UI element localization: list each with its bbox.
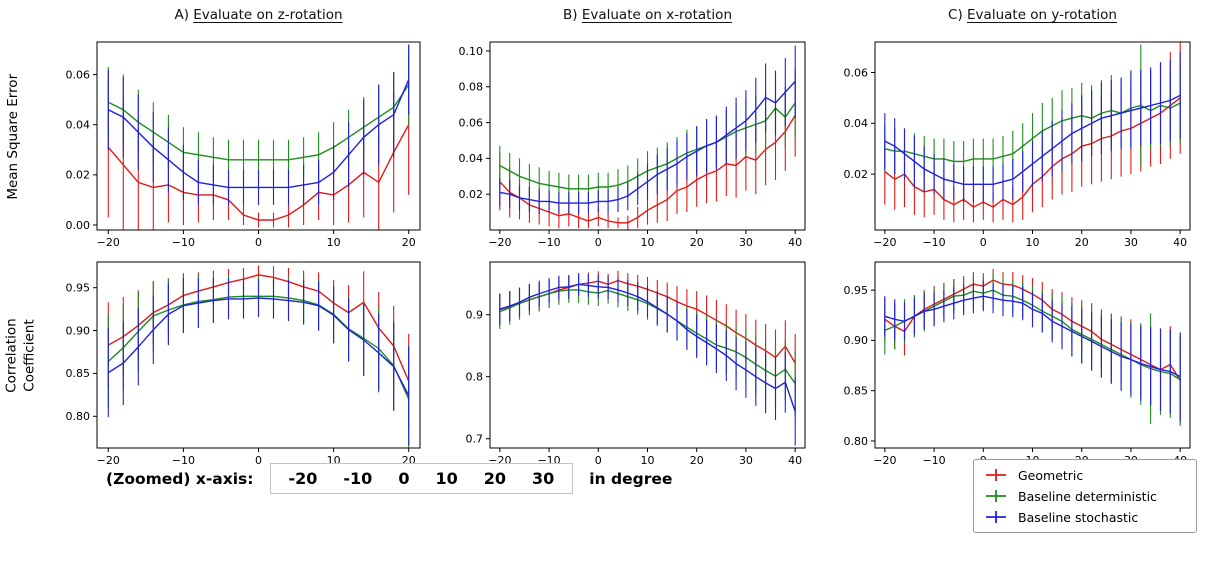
panel-c-title: C) Evaluate on y-rotation <box>875 7 1190 23</box>
svg-text:−20: −20 <box>97 454 120 467</box>
svg-text:10: 10 <box>1026 236 1040 249</box>
panel-c-title-prefix: C) <box>948 7 963 23</box>
zoomed-xaxis-tick: 30 <box>531 469 555 488</box>
zoomed-xaxis-unit: in degree <box>589 469 673 488</box>
svg-text:0.9: 0.9 <box>466 309 484 322</box>
zoomed-xaxis-box: -20 -10 0 10 20 30 <box>269 463 574 494</box>
plot-x-rotation-correlation: −20 −10 0 10 20 30 400.70.80.9 <box>466 261 806 467</box>
svg-text:0.95: 0.95 <box>66 282 91 295</box>
zoomed-xaxis-tick: 0 <box>398 469 410 488</box>
svg-text:−20: −20 <box>97 236 120 249</box>
zoomed-xaxis-label: (Zoomed) x-axis: <box>106 469 254 488</box>
svg-text:30: 30 <box>739 454 753 467</box>
errorbar-marker-icon <box>986 469 1006 481</box>
svg-text:10: 10 <box>641 236 655 249</box>
legend: Geometric Baseline deterministic Baselin… <box>973 459 1197 533</box>
svg-text:−10: −10 <box>537 236 560 249</box>
svg-text:0: 0 <box>255 236 262 249</box>
svg-text:0.85: 0.85 <box>66 367 91 380</box>
svg-text:0.04: 0.04 <box>459 152 484 165</box>
svg-text:0.06: 0.06 <box>66 68 91 81</box>
svg-text:30: 30 <box>1124 236 1138 249</box>
svg-text:0.00: 0.00 <box>66 219 91 232</box>
svg-text:−20: −20 <box>488 236 511 249</box>
ylabel-mean-square-error: Mean Square Error <box>5 73 22 200</box>
svg-text:−10: −10 <box>922 454 945 467</box>
svg-text:−10: −10 <box>172 454 195 467</box>
plot-z-rotation-correlation: −20 −10 0 10 200.800.850.900.95 <box>66 261 421 467</box>
svg-text:20: 20 <box>690 236 704 249</box>
svg-text:0.04: 0.04 <box>66 119 91 132</box>
svg-text:0.10: 0.10 <box>459 45 484 58</box>
panel-b-title-prefix: B) <box>563 7 578 23</box>
svg-text:0: 0 <box>980 236 987 249</box>
zoomed-xaxis-tick: 20 <box>483 469 506 488</box>
svg-text:0: 0 <box>255 454 262 467</box>
svg-text:0.06: 0.06 <box>459 116 484 129</box>
errorbar-marker-icon <box>986 490 1006 502</box>
svg-text:0.06: 0.06 <box>844 66 869 79</box>
svg-text:10: 10 <box>327 236 341 249</box>
ylabel-correlation-coefficient: Correlation Coefficient <box>3 318 37 393</box>
svg-text:40: 40 <box>788 236 802 249</box>
svg-text:0.80: 0.80 <box>66 410 91 423</box>
svg-text:0.02: 0.02 <box>844 168 869 181</box>
svg-text:0.02: 0.02 <box>66 169 91 182</box>
legend-label: Geometric <box>1018 467 1084 483</box>
zoomed-xaxis-tick: -20 <box>288 469 318 488</box>
panel-a-title-prefix: A) <box>174 7 189 23</box>
svg-text:0.8: 0.8 <box>466 371 484 384</box>
plot-z-rotation-mse: −20 −10 0 10 20 0.00 0.02 0.04 0.06 <box>66 41 421 249</box>
legend-label: Baseline stochastic <box>1018 509 1139 525</box>
svg-text:0.85: 0.85 <box>844 384 869 397</box>
errorbar-marker-icon <box>986 511 1006 523</box>
svg-text:0.95: 0.95 <box>844 284 869 297</box>
zoomed-xaxis-tick: 10 <box>435 469 458 488</box>
legend-label: Baseline deterministic <box>1018 488 1157 504</box>
svg-text:20: 20 <box>690 454 704 467</box>
svg-text:0: 0 <box>595 454 602 467</box>
zoomed-xaxis-tick: -10 <box>343 469 373 488</box>
svg-text:−10: −10 <box>922 236 945 249</box>
svg-text:20: 20 <box>402 236 416 249</box>
svg-text:30: 30 <box>739 236 753 249</box>
svg-text:40: 40 <box>1173 236 1187 249</box>
legend-item-geometric: Geometric <box>983 467 1187 483</box>
svg-text:0.08: 0.08 <box>459 81 484 94</box>
svg-text:0.02: 0.02 <box>459 188 484 201</box>
plot-y-rotation-mse: −20 −10 0 10 20 30 40 0.02 0.04 0.06 <box>844 41 1191 249</box>
svg-text:−20: −20 <box>873 454 896 467</box>
svg-text:10: 10 <box>641 454 655 467</box>
panel-b-title: B) Evaluate on x-rotation <box>490 7 805 23</box>
svg-text:20: 20 <box>1075 236 1089 249</box>
svg-text:−10: −10 <box>172 236 195 249</box>
svg-text:0.90: 0.90 <box>66 324 91 337</box>
panel-c-title-text: Evaluate on y-rotation <box>967 7 1117 23</box>
panel-a-title: A) Evaluate on z-rotation <box>97 7 420 23</box>
svg-text:0.90: 0.90 <box>844 334 869 347</box>
panel-b-title-text: Evaluate on x-rotation <box>581 7 732 23</box>
panel-a-title-text: Evaluate on z-rotation <box>193 7 343 23</box>
svg-text:−20: −20 <box>873 236 896 249</box>
svg-text:0: 0 <box>595 236 602 249</box>
legend-item-baseline-stochastic: Baseline stochastic <box>983 509 1187 525</box>
svg-text:0.04: 0.04 <box>844 117 869 130</box>
svg-text:0.7: 0.7 <box>466 433 484 446</box>
zoomed-xaxis-annotation: (Zoomed) x-axis: -20 -10 0 10 20 30 in d… <box>106 463 672 494</box>
svg-text:40: 40 <box>788 454 802 467</box>
svg-text:0.80: 0.80 <box>844 435 869 448</box>
legend-item-baseline-deterministic: Baseline deterministic <box>983 488 1187 504</box>
plot-x-rotation-mse: −20 −10 0 10 20 30 40 0.02 0.04 0.06 0.08 0.10 <box>459 41 806 249</box>
